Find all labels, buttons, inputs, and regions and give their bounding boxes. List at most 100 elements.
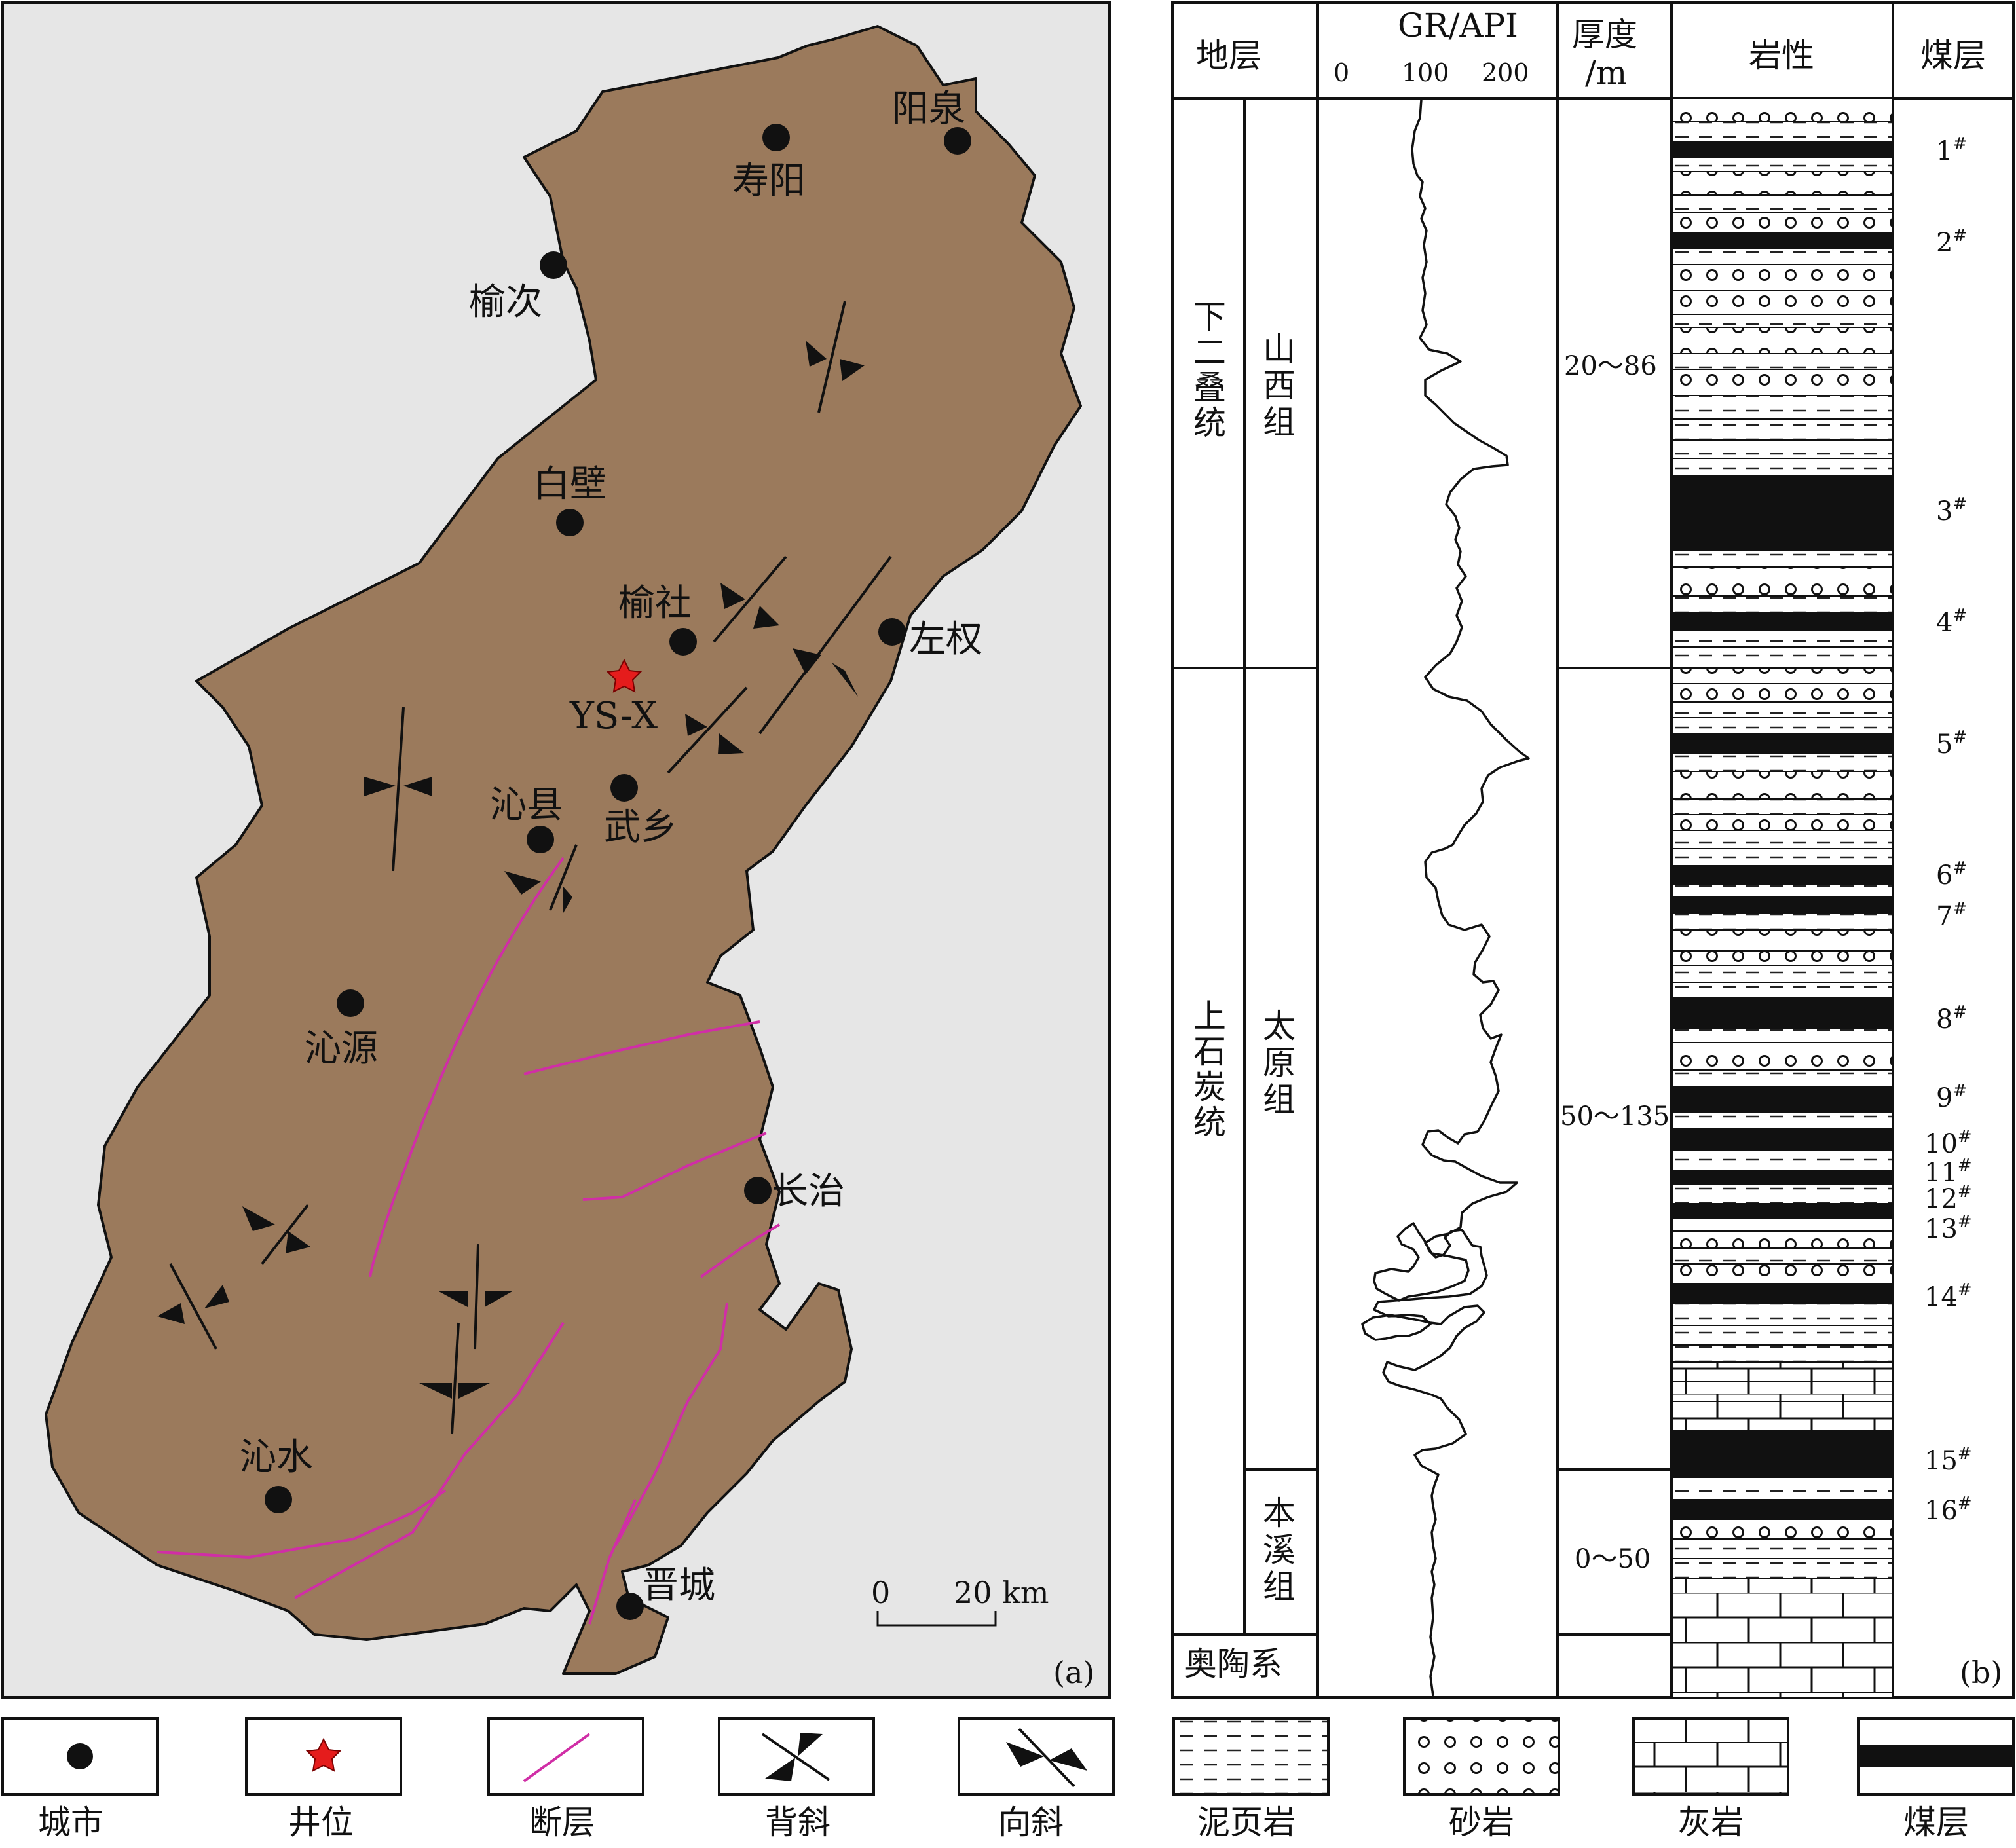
lithology-layer-sand xyxy=(1671,98,1894,122)
city-dot-qinyuan xyxy=(337,989,364,1017)
series-lower-permian: 下二叠统 xyxy=(1193,298,1226,442)
syncline-1 xyxy=(758,555,892,735)
lithology-layer-mud xyxy=(1671,1325,1894,1346)
header-lithology: 岩性 xyxy=(1749,37,1814,75)
city-label-qinxian: 沁县 xyxy=(490,784,563,826)
lithology-layer-mud xyxy=(1671,830,1894,849)
city-dot-shouyang xyxy=(762,124,790,151)
lithology-layer-sand xyxy=(1671,814,1894,831)
lithology-layer-sand xyxy=(1671,566,1894,597)
lithology-layer-coal xyxy=(1671,1128,1894,1151)
coal-seam-label: 9# xyxy=(1936,1081,1967,1113)
legend-syncline: 向斜 xyxy=(958,1717,1115,1841)
scale-unit: km xyxy=(1002,1575,1049,1610)
lithology-layer-mud xyxy=(1671,194,1894,213)
legend-mudstone: 泥页岩 xyxy=(1172,1717,1330,1841)
coal-seam-label: 7# xyxy=(1936,899,1967,931)
lithology-layer-lime xyxy=(1671,1578,1894,1698)
lithology-layer-mud xyxy=(1671,883,1894,898)
fault-4 xyxy=(700,1223,781,1278)
lithology-layer-mud xyxy=(1671,1477,1894,1500)
lithology-layer-sand xyxy=(1671,683,1894,703)
lithology-layer-coal xyxy=(1671,997,1894,1029)
lithology-column xyxy=(1671,98,1894,1698)
scale-start: 0 xyxy=(871,1575,890,1610)
city-label-yushe: 榆社 xyxy=(618,582,692,625)
lithology-layer-mud xyxy=(1671,1558,1894,1579)
formation-benxi: 本溪组 xyxy=(1263,1494,1296,1606)
syncline-symbols xyxy=(157,555,892,1350)
city-labels: 阳泉 寿阳 榆次 白壁 榆社 左权 沁县 武乡 沁源 长治 沁水 晋城 xyxy=(240,88,982,1607)
gr-tick-100: 100 xyxy=(1402,58,1449,87)
thickness-shanxi: 20～86 xyxy=(1564,351,1657,381)
fault-7 xyxy=(614,1303,728,1546)
lithology-layer-mud xyxy=(1671,418,1894,441)
scale-end: 20 xyxy=(954,1575,992,1610)
series-ordovician: 奥陶系 xyxy=(1184,1645,1282,1683)
lithology-layer-coal xyxy=(1671,1499,1894,1520)
header-stratum: 地层 xyxy=(1196,37,1261,75)
city-dot-zuoquan xyxy=(878,618,906,646)
lithology-layer-mud xyxy=(1671,965,1894,983)
lithology-layer-mud xyxy=(1671,848,1894,866)
lithology-layer-mud xyxy=(1671,1149,1894,1172)
legend-fault: 断层 xyxy=(487,1717,644,1841)
fault-1 xyxy=(369,857,565,1278)
lithology-layer-lime xyxy=(1671,1361,1894,1382)
thickness-benxi: 0～50 xyxy=(1575,1544,1651,1574)
coal-seam-label: 16# xyxy=(1924,1494,1972,1526)
legend-coal: 煤层 xyxy=(1857,1717,2015,1841)
lithology-layer-sand xyxy=(1671,369,1894,396)
panel-a-label: (a) xyxy=(1053,1655,1094,1690)
basin-outline xyxy=(45,25,1082,1675)
lithology-layer-mud xyxy=(1671,595,1894,614)
lithology-layer-mud xyxy=(1671,1111,1894,1130)
lithology-layer-mud xyxy=(1671,701,1894,718)
lithology-layer-coal xyxy=(1671,1086,1894,1113)
city-label-qinyuan: 沁源 xyxy=(305,1027,378,1070)
thickness-taiyuan: 50～135 xyxy=(1560,1101,1670,1132)
city-label-changzhi: 长治 xyxy=(772,1170,845,1213)
syncline-2 xyxy=(364,707,432,872)
lithology-layer-sand xyxy=(1671,212,1894,234)
lithology-layer-mud xyxy=(1671,912,1894,931)
city-dot-yangquan xyxy=(944,127,971,155)
lithology-layer-sand xyxy=(1671,1230,1894,1249)
legend: 城市 井位 断层 背斜 向斜 泥页岩 xyxy=(1,1717,2015,1841)
city-dot-baibi xyxy=(556,509,584,536)
lithology-layer-mud xyxy=(1671,549,1894,568)
lithology-layer-coal xyxy=(1671,865,1894,885)
formation-shanxi: 山西组 xyxy=(1263,330,1296,441)
lithology-layer-mud xyxy=(1671,798,1894,815)
anticline-6 xyxy=(419,1322,490,1435)
syncline-4 xyxy=(157,1263,229,1350)
legend-city-label: 城市 xyxy=(38,1803,103,1841)
lithology-layer-mud xyxy=(1671,395,1894,420)
legend-well-label: 井位 xyxy=(288,1803,354,1841)
legend-anticline-label: 背斜 xyxy=(765,1803,831,1841)
lithology-layer-sand xyxy=(1671,171,1894,196)
lithology-layer-mud xyxy=(1671,717,1894,734)
lithology-layer-mud xyxy=(1671,1247,1894,1265)
coal-seam-label: 4# xyxy=(1936,606,1967,638)
formation-taiyuan: 太原组 xyxy=(1263,1007,1296,1118)
panel-b-column: 地层 GR/API 0 100 200 厚度 /m 岩性 煤层 下二叠统 上石炭… xyxy=(1171,1,2015,1699)
lithology-layer-mud xyxy=(1671,1344,1894,1363)
anticline-3 xyxy=(667,686,748,774)
lithology-layer-sand xyxy=(1671,771,1894,800)
lithology-layer-coal xyxy=(1671,1283,1894,1304)
legend-mudstone-label: 泥页岩 xyxy=(1197,1803,1296,1841)
lithology-layer-mud xyxy=(1671,1538,1894,1559)
lithology-layer-coal xyxy=(1671,612,1894,631)
lithology-layer-coal xyxy=(1671,1430,1894,1478)
faults xyxy=(157,857,781,1625)
lithology-layer-mud xyxy=(1671,1069,1894,1088)
lithology-layer-sand xyxy=(1671,1263,1894,1284)
scale-bar: 0 20 km xyxy=(871,1575,1049,1627)
city-label-jincheng: 晋城 xyxy=(642,1564,715,1607)
lithology-layer-mud xyxy=(1671,982,1894,999)
city-label-shouyang: 寿阳 xyxy=(732,160,806,202)
lithology-layer-coal xyxy=(1671,475,1894,551)
city-label-yuci: 榆次 xyxy=(469,281,542,323)
panel-b-label: (b) xyxy=(1960,1655,2002,1690)
